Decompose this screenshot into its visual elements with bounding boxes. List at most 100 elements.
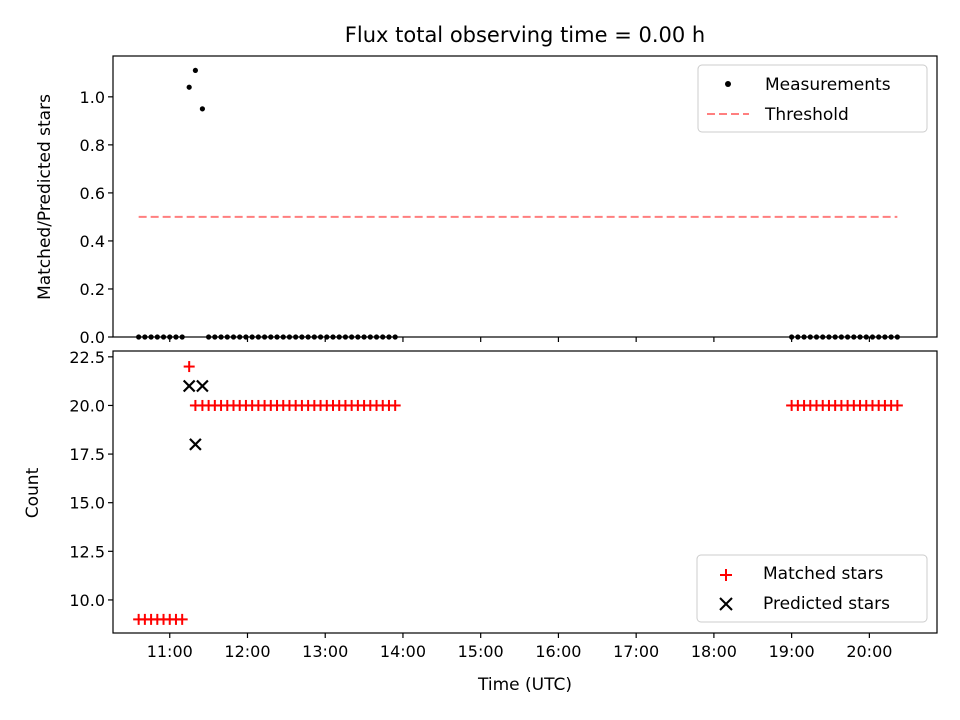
top-panel-ylabel: Matched/Predicted stars	[35, 94, 55, 300]
legend-measurements-label: Measurements	[765, 75, 891, 95]
measurement-point	[186, 84, 192, 90]
bottom-panel-xlabel: Time (UTC)	[477, 675, 572, 695]
measurement-point	[813, 334, 820, 340]
measurement-point	[392, 334, 398, 340]
measurement-point	[324, 334, 330, 340]
bottom-panel-ylabel: Count	[23, 467, 43, 518]
bottom-xtick-label: 13:00	[302, 642, 348, 661]
measurement-point	[349, 334, 355, 340]
bottom-legend-box	[696, 554, 928, 623]
bottom-xtick-label: 18:00	[691, 642, 737, 661]
measurement-point	[876, 334, 882, 340]
measurement-point	[863, 334, 869, 340]
measurement-point	[142, 334, 148, 340]
bottom-y-ticks: 10.0 12.5 15.0 17.5 20.0 22.5	[69, 348, 113, 610]
bottom-marks	[133, 361, 903, 625]
measurement-point	[154, 334, 160, 340]
measurement-point	[167, 334, 173, 340]
measurement-point	[160, 334, 167, 340]
bottom-ytick-label: 15.0	[69, 494, 105, 513]
top-panel-frame	[112, 55, 938, 338]
measurement-point	[224, 334, 230, 340]
bottom-xtick-label: 12:00	[224, 642, 270, 661]
top-panel: Flux total observing time = 0.00 h Match…	[35, 23, 938, 347]
bottom-xtick-label: 16:00	[535, 642, 581, 661]
bottom-legend: Matched stars Predicted stars	[696, 554, 928, 623]
top-ytick-label: 0.0	[80, 328, 105, 347]
bottom-x-ticks: 11:00 12:00 13:00 14:00 15:00 16:00 17:00 18:00…	[147, 633, 892, 661]
predicted-star-point	[189, 438, 202, 451]
legend-matched-label: Matched stars	[763, 564, 883, 584]
measurement-point	[280, 334, 286, 340]
measurement-point	[305, 334, 311, 340]
matched-star-point	[891, 399, 903, 411]
measurement-point	[268, 334, 274, 340]
top-ytick-label: 0.2	[80, 280, 105, 299]
legend-matched-marker	[720, 569, 732, 581]
matched-star-point	[176, 613, 188, 625]
measurement-point	[894, 334, 900, 340]
matched-star-point	[183, 361, 195, 373]
measurement-point	[380, 334, 386, 340]
measurement-point	[336, 334, 342, 340]
measurement-point	[179, 334, 185, 340]
predicted-star-point	[182, 379, 196, 393]
measurement-point	[795, 334, 801, 340]
bottom-panel: Count Time (UTC) 10.0 12.5 15.0 17.5 20.0 22.…	[23, 348, 938, 695]
top-ytick-label: 0.4	[80, 232, 105, 251]
measurement-point	[361, 334, 367, 340]
top-panel-title: Flux total observing time = 0.00 h	[345, 23, 705, 47]
measurement-point	[136, 334, 142, 340]
bottom-xtick-label: 17:00	[613, 642, 659, 661]
bottom-ytick-label: 17.5	[69, 445, 105, 464]
bottom-xtick-label: 19:00	[769, 642, 815, 661]
measurement-point	[311, 334, 317, 340]
measurement-point	[249, 334, 255, 340]
measurement-point	[838, 334, 844, 340]
matched-star-point	[389, 399, 401, 411]
bottom-xtick-label: 14:00	[380, 642, 426, 661]
measurement-point	[255, 334, 261, 340]
measurement-point	[888, 334, 894, 340]
measurement-point	[807, 334, 813, 340]
measurement-point	[274, 334, 280, 340]
bottom-xtick-label: 20:00	[846, 642, 892, 661]
measurement-point	[789, 334, 795, 340]
measurement-point	[192, 67, 198, 74]
measurement-point	[173, 334, 179, 340]
top-ytick-label: 1.0	[80, 88, 105, 107]
top-y-ticks: 0.0 0.2 0.4 0.6 0.8 1.0	[80, 88, 113, 347]
measurement-point	[826, 334, 832, 340]
measurement-point	[206, 334, 212, 340]
bottom-ytick-label: 10.0	[69, 591, 105, 610]
measurement-point	[845, 334, 851, 340]
predicted-star-point	[196, 379, 209, 393]
measurement-point	[373, 334, 380, 340]
top-ytick-label: 0.8	[80, 136, 105, 155]
legend-predicted-label: Predicted stars	[763, 594, 890, 614]
measurement-point	[237, 334, 243, 340]
bottom-xtick-label: 15:00	[458, 642, 504, 661]
measurement-point	[832, 334, 838, 340]
top-legend: Measurements Threshold	[697, 64, 928, 133]
measurement-point	[869, 334, 876, 340]
measurement-point	[342, 334, 349, 340]
bottom-ytick-label: 20.0	[69, 396, 105, 415]
measurement-point	[317, 334, 324, 340]
bottom-ytick-label: 22.5	[69, 348, 105, 367]
measurement-point	[243, 334, 249, 340]
measurement-point	[230, 334, 237, 340]
bottom-ytick-label: 12.5	[69, 542, 105, 561]
measurement-point	[299, 334, 305, 340]
legend-threshold-label: Threshold	[764, 105, 849, 125]
measurement-point	[199, 106, 205, 112]
measurement-point	[218, 334, 224, 340]
measurement-point	[212, 334, 218, 340]
measurement-point	[857, 334, 863, 340]
top-marks	[136, 67, 900, 340]
measurement-point	[355, 334, 361, 340]
measurement-point	[801, 334, 807, 340]
bottom-xtick-label: 11:00	[147, 642, 193, 661]
measurement-point	[148, 334, 154, 340]
legend-predicted-marker	[719, 597, 733, 611]
